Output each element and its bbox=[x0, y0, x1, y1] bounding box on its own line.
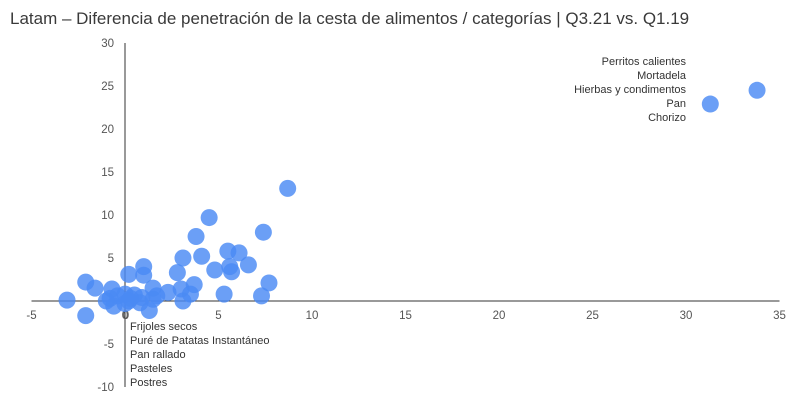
scatter-point bbox=[77, 307, 95, 325]
annotation-bottom: Postres bbox=[130, 377, 168, 389]
origin-tick-label: 0 bbox=[123, 310, 129, 322]
scatter-point bbox=[279, 179, 297, 197]
y-tick-label: 20 bbox=[101, 124, 114, 136]
y-tick-label: 5 bbox=[108, 253, 114, 265]
scatter-point bbox=[86, 279, 104, 297]
scatter-point bbox=[748, 81, 766, 99]
x-tick-label: 35 bbox=[773, 310, 786, 322]
scatter-point bbox=[223, 263, 241, 281]
x-tick-label: 15 bbox=[399, 310, 412, 322]
annotation-top-right: Pan bbox=[666, 98, 686, 110]
annotation-bottom: Frijoles secos bbox=[130, 321, 198, 333]
y-tick-label: -10 bbox=[97, 382, 114, 394]
scatter-point bbox=[120, 265, 138, 283]
scatter-point bbox=[200, 209, 218, 227]
scatter-point bbox=[105, 297, 123, 315]
x-tick-label: 0 bbox=[122, 310, 128, 322]
point-annotations: Perritos calientes Mortadela Hierbas y con… bbox=[130, 56, 687, 389]
scatter-point bbox=[206, 261, 224, 279]
scatter-point bbox=[254, 223, 272, 241]
annotation-top-right: Mortadela bbox=[637, 70, 687, 82]
x-tick-label: 25 bbox=[586, 310, 599, 322]
annotation-bottom: Puré de Patatas Instantáneo bbox=[130, 335, 269, 347]
scatter-point bbox=[168, 264, 186, 282]
scatter-point bbox=[58, 291, 76, 309]
y-tick-label: 25 bbox=[101, 81, 114, 93]
scatter-point bbox=[253, 287, 271, 305]
chart-title: Latam – Diferencia de penetración de la … bbox=[10, 9, 690, 28]
annotation-bottom: Pasteles bbox=[130, 363, 173, 375]
scatter-points bbox=[58, 81, 766, 325]
scatter-point bbox=[230, 244, 248, 262]
scatter-point bbox=[187, 228, 205, 245]
scatter-point bbox=[701, 95, 719, 113]
scatter-point bbox=[193, 247, 211, 265]
y-tick-label: 15 bbox=[101, 167, 114, 179]
y-tick-label: 30 bbox=[101, 38, 114, 50]
scatter-point bbox=[135, 266, 153, 284]
scatter-point bbox=[174, 249, 192, 267]
scatter-point bbox=[215, 285, 233, 303]
x-tick-label: -5 bbox=[26, 310, 36, 322]
x-tick-label: 30 bbox=[680, 310, 693, 322]
annotation-top-right: Perritos calientes bbox=[602, 56, 687, 68]
annotation-top-right: Hierbas y condimentos bbox=[574, 84, 686, 96]
scatter-point bbox=[260, 274, 278, 292]
scatter-point bbox=[239, 256, 257, 274]
y-tick-label: -5 bbox=[104, 339, 114, 351]
x-tick-label: 10 bbox=[306, 310, 319, 322]
scatter-point bbox=[174, 292, 192, 310]
annotation-top-right: Chorizo bbox=[648, 112, 686, 124]
x-tick-label: 5 bbox=[215, 310, 221, 322]
y-tick-label: 10 bbox=[101, 210, 114, 222]
x-tick-label: 20 bbox=[493, 310, 506, 322]
annotation-bottom: Pan rallado bbox=[130, 349, 186, 361]
scatter-point bbox=[140, 301, 158, 319]
